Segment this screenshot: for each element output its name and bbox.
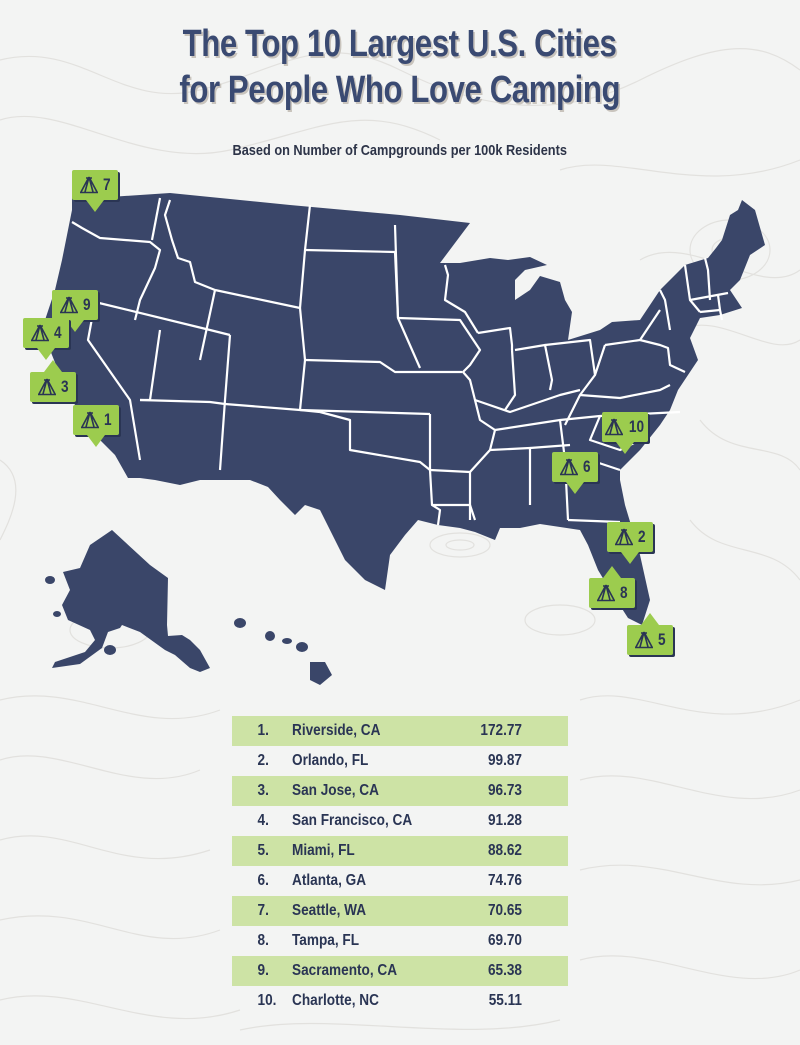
us-map xyxy=(45,185,765,685)
rank: 2. xyxy=(257,752,269,769)
city-name: Seattle, WA xyxy=(292,902,367,919)
table-row: 5. Miami, FL 88.62 xyxy=(232,836,568,866)
hawaii-big-island xyxy=(310,662,332,685)
table-row: 9. Sacramento, CA 65.38 xyxy=(232,956,568,986)
rank: 10. xyxy=(257,992,277,1009)
rank: 4. xyxy=(257,812,269,829)
tent-icon xyxy=(59,296,78,314)
tent-icon xyxy=(80,411,99,429)
tent-icon xyxy=(559,458,578,476)
marker-san-jose[interactable]: 3 xyxy=(30,360,76,402)
tent-icon xyxy=(596,584,615,602)
page-title-line-2: for People Who Love Camping xyxy=(179,69,621,111)
marker-miami[interactable]: 5 xyxy=(627,613,673,655)
ranking-table: 1. Riverside, CA 172.77 2. Orlando, FL 9… xyxy=(232,716,568,1016)
campgrounds-value: 69.70 xyxy=(487,932,522,949)
tent-icon xyxy=(37,378,56,396)
hawaii-island xyxy=(282,638,292,644)
table-row: 2. Orlando, FL 99.87 xyxy=(232,746,568,776)
campgrounds-value: 65.38 xyxy=(487,962,522,979)
rank: 1. xyxy=(257,722,269,739)
hawaii-island xyxy=(234,618,246,628)
alaska-island xyxy=(45,576,55,584)
table-row: 1. Riverside, CA 172.77 xyxy=(232,716,568,746)
campgrounds-value: 96.73 xyxy=(487,782,522,799)
campgrounds-value: 99.87 xyxy=(487,752,522,769)
marker-tampa[interactable]: 8 xyxy=(589,566,635,608)
city-name: Sacramento, CA xyxy=(292,962,398,979)
marker-atlanta[interactable]: 6 xyxy=(552,452,598,494)
table-row: 4. San Francisco, CA 91.28 xyxy=(232,806,568,836)
rank: 8. xyxy=(257,932,269,949)
rank: 5. xyxy=(257,842,269,859)
page-title-line-1: The Top 10 Largest U.S. Cities xyxy=(183,23,617,65)
alaska-island xyxy=(104,645,116,655)
rank: 3. xyxy=(257,782,269,799)
tent-icon xyxy=(79,176,98,194)
rank: 9. xyxy=(257,962,269,979)
contiguous-us-shape xyxy=(45,185,765,625)
tent-icon xyxy=(614,528,633,546)
hawaii-island xyxy=(265,631,275,641)
table-row: 6. Atlanta, GA 74.76 xyxy=(232,866,568,896)
table-row: 3. San Jose, CA 96.73 xyxy=(232,776,568,806)
table-row: 10. Charlotte, NC 55.11 xyxy=(232,986,568,1016)
city-name: Atlanta, GA xyxy=(292,872,367,889)
marker-riverside[interactable]: 1 xyxy=(73,405,119,447)
marker-charlotte[interactable]: 10 xyxy=(602,412,648,454)
city-name: Miami, FL xyxy=(292,842,355,859)
marker-seattle[interactable]: 7 xyxy=(72,170,118,212)
city-name: San Francisco, CA xyxy=(292,812,413,829)
campgrounds-value: 172.77 xyxy=(480,722,522,739)
marker-san-francisco[interactable]: 4 xyxy=(23,318,69,360)
tent-icon xyxy=(605,418,624,436)
rank: 6. xyxy=(257,872,269,889)
campgrounds-value: 55.11 xyxy=(488,992,522,1009)
alaska-island xyxy=(53,611,61,617)
alaska-shape xyxy=(52,530,210,672)
marker-orlando[interactable]: 2 xyxy=(607,522,653,564)
marker-sacramento[interactable]: 9 xyxy=(52,290,98,332)
city-name: Riverside, CA xyxy=(292,722,381,739)
page-subtitle: Based on Number of Campgrounds per 100k … xyxy=(232,142,568,159)
rank: 7. xyxy=(257,902,269,919)
city-name: Charlotte, NC xyxy=(292,992,379,1009)
campgrounds-value: 70.65 xyxy=(487,902,522,919)
tent-icon xyxy=(30,324,49,342)
city-name: San Jose, CA xyxy=(292,782,379,799)
table-row: 7. Seattle, WA 70.65 xyxy=(232,896,568,926)
city-name: Orlando, FL xyxy=(292,752,369,769)
campgrounds-value: 88.62 xyxy=(487,842,522,859)
campgrounds-value: 91.28 xyxy=(487,812,522,829)
tent-icon xyxy=(634,631,653,649)
campgrounds-value: 74.76 xyxy=(487,872,522,889)
city-name: Tampa, FL xyxy=(292,932,360,949)
hawaii-island xyxy=(296,642,308,652)
table-row: 8. Tampa, FL 69.70 xyxy=(232,926,568,956)
